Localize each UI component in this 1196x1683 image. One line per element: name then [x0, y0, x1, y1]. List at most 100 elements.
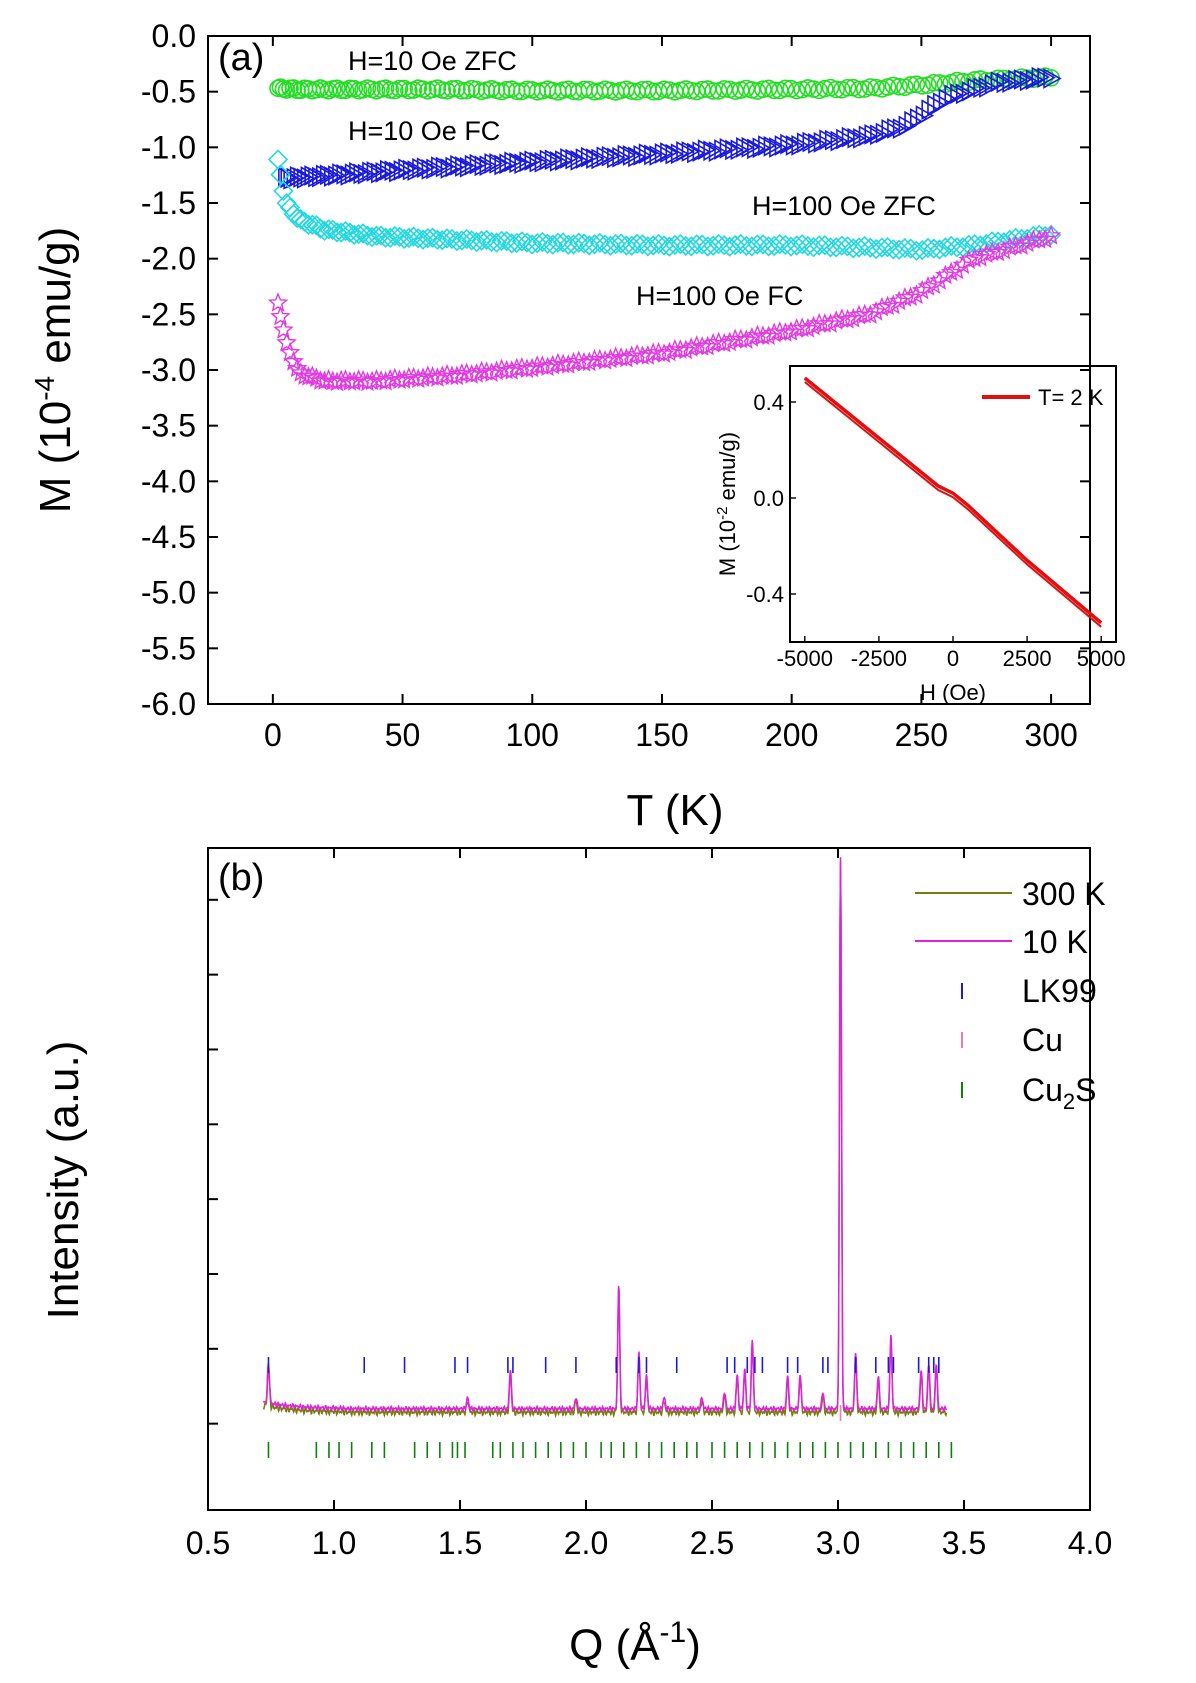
x-tick-label: 1.5 — [438, 1525, 482, 1561]
data-point — [481, 231, 502, 253]
data-point — [877, 295, 898, 316]
pattern-1 — [262, 857, 948, 1413]
data-point — [1014, 69, 1033, 90]
data-point — [675, 235, 696, 257]
data-point — [987, 241, 1009, 262]
data-point — [565, 148, 584, 170]
x-tick-label: 4.0 — [1068, 1525, 1112, 1561]
data-point — [719, 137, 739, 159]
data-point — [357, 225, 378, 246]
data-point — [799, 79, 817, 97]
data-point — [644, 144, 663, 166]
legend-label-10k: 10 K — [1022, 924, 1088, 960]
data-point — [952, 254, 974, 275]
data-point — [1008, 69, 1027, 91]
x-tick-label: 1.0 — [312, 1525, 356, 1561]
data-point — [820, 237, 841, 258]
data-point — [660, 142, 679, 163]
data-point — [785, 135, 805, 156]
data-point — [290, 209, 311, 230]
data-point — [752, 137, 772, 159]
y-tick-label: -5.5 — [141, 630, 196, 666]
data-point — [737, 79, 756, 98]
data-point — [539, 149, 559, 171]
legend-label-cu2s: Cu2S — [1022, 1072, 1097, 1114]
data-point — [725, 139, 744, 161]
data-point — [638, 143, 658, 164]
data-point — [529, 151, 548, 173]
data-point — [402, 159, 422, 181]
series-0 — [269, 67, 1060, 101]
inset-hysteresis: -5000 -2500 0 2500 5000 0.4 0.0 -0.4 T= 2 K H (… — [714, 365, 1126, 705]
data-point — [339, 222, 360, 243]
data-point — [344, 224, 365, 245]
data-point — [1019, 70, 1039, 92]
data-point — [654, 142, 674, 164]
data-point — [791, 317, 813, 338]
inset-x-label: H (Oe) — [920, 680, 986, 705]
data-point — [596, 146, 615, 168]
data-point — [847, 127, 866, 149]
data-point — [626, 233, 648, 254]
data-point — [883, 239, 904, 260]
data-point — [622, 145, 642, 166]
data-point — [809, 235, 830, 256]
data-point — [824, 129, 844, 151]
data-point — [516, 232, 538, 253]
data-point — [298, 214, 319, 235]
data-point — [927, 94, 946, 116]
data-point — [314, 220, 335, 241]
data-point — [865, 238, 887, 260]
data-point — [594, 234, 616, 255]
data-point — [814, 235, 835, 256]
reflection-row-2 — [267, 1442, 953, 1458]
x-tick-label: 3.0 — [816, 1525, 860, 1561]
data-point — [975, 243, 997, 263]
x-tick-label: 3.5 — [942, 1525, 986, 1561]
data-point — [440, 158, 460, 179]
data-point — [506, 232, 527, 254]
x-tick-label: 0 — [264, 717, 282, 753]
data-point — [501, 233, 522, 254]
data-point — [390, 79, 409, 98]
series-3 — [267, 225, 1062, 392]
y-tick-label: -6.0 — [141, 686, 196, 722]
data-point — [362, 161, 381, 183]
data-point — [774, 135, 794, 156]
panel-a-x-ticks: 0 50 100 150 200 250 300 — [264, 36, 1078, 753]
data-point — [412, 229, 434, 250]
data-point — [890, 78, 908, 96]
inset-x-tick-label: 2500 — [1003, 646, 1052, 671]
series-label-100oe-zfc: H=100 Oe ZFC — [752, 191, 936, 221]
data-point — [558, 234, 579, 255]
data-point — [826, 237, 847, 258]
data-point — [692, 141, 711, 163]
inset-y-tick-label: 0.0 — [753, 486, 784, 511]
data-point — [843, 238, 864, 259]
data-point — [549, 151, 569, 172]
data-point — [917, 237, 939, 259]
panel-a-label: (a) — [218, 37, 264, 79]
data-point — [703, 140, 722, 162]
y-tick-label: -1.5 — [141, 185, 196, 221]
data-point — [670, 339, 691, 359]
data-point — [973, 77, 992, 99]
data-point — [1011, 235, 1032, 255]
inset-x-tick-label: 5000 — [1077, 646, 1126, 671]
data-point — [267, 149, 289, 170]
data-point — [341, 79, 359, 98]
data-point — [380, 159, 399, 181]
data-point — [697, 236, 718, 257]
data-point — [714, 139, 733, 160]
data-point — [600, 235, 621, 256]
data-point — [736, 137, 755, 158]
data-point — [929, 239, 950, 260]
data-point — [687, 142, 706, 164]
data-point — [617, 144, 637, 166]
data-point — [632, 345, 653, 365]
data-point — [563, 234, 584, 255]
data-point — [469, 153, 489, 175]
data-point — [996, 72, 1015, 94]
data-point — [976, 233, 997, 255]
